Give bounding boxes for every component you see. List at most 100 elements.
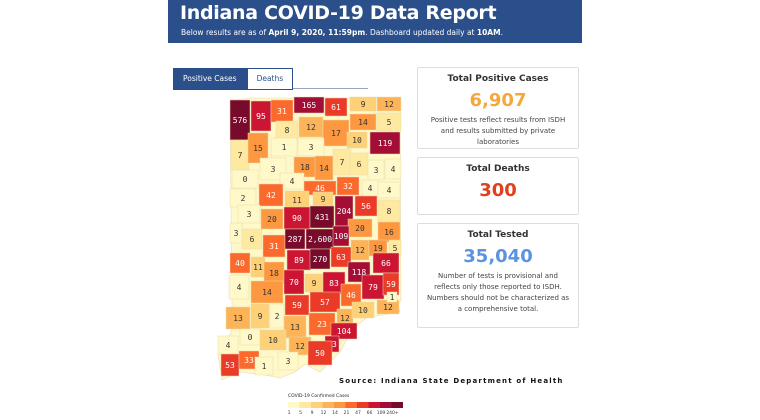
- tab-deaths[interactable]: Deaths: [246, 68, 294, 90]
- county[interactable]: 109: [332, 225, 350, 247]
- county[interactable]: 4: [217, 335, 239, 355]
- county-shape[interactable]: [307, 340, 333, 366]
- county[interactable]: 12: [298, 116, 324, 138]
- county[interactable]: 9: [304, 273, 324, 293]
- county[interactable]: 5: [376, 112, 402, 132]
- county[interactable]: 89: [286, 249, 312, 271]
- county-shape[interactable]: [369, 131, 401, 155]
- county[interactable]: 2: [229, 188, 257, 208]
- county[interactable]: 16: [377, 221, 401, 243]
- county-shape[interactable]: [346, 131, 368, 149]
- county[interactable]: 9: [349, 96, 377, 112]
- county-shape[interactable]: [330, 246, 352, 268]
- county-shape[interactable]: [386, 291, 398, 303]
- county-shape[interactable]: [349, 113, 377, 131]
- county-shape[interactable]: [322, 119, 350, 147]
- county[interactable]: 40: [229, 252, 251, 274]
- county[interactable]: 119: [369, 131, 401, 155]
- county-shape[interactable]: [332, 225, 350, 247]
- county-shape[interactable]: [259, 329, 287, 351]
- county[interactable]: 42: [258, 183, 284, 207]
- county[interactable]: 20: [347, 218, 373, 238]
- county[interactable]: 13: [283, 315, 307, 339]
- county-shape[interactable]: [377, 181, 401, 199]
- county[interactable]: 11: [284, 190, 310, 210]
- county[interactable]: 9: [250, 303, 270, 329]
- county-shape[interactable]: [250, 303, 270, 329]
- county[interactable]: 13: [225, 306, 251, 330]
- county-shape[interactable]: [254, 356, 274, 376]
- county-shape[interactable]: [283, 269, 305, 295]
- county[interactable]: 33: [238, 350, 260, 370]
- county-shape[interactable]: [270, 137, 298, 157]
- county-shape[interactable]: [228, 274, 250, 300]
- county-shape[interactable]: [297, 137, 325, 157]
- county[interactable]: 90: [283, 206, 311, 230]
- county-shape[interactable]: [231, 169, 259, 189]
- county[interactable]: 3: [297, 137, 325, 157]
- county-shape[interactable]: [284, 228, 306, 250]
- county[interactable]: 7: [332, 148, 352, 176]
- county-shape[interactable]: [250, 280, 284, 304]
- county[interactable]: 287: [284, 228, 306, 250]
- county[interactable]: 10: [346, 131, 368, 149]
- county-shape[interactable]: [309, 248, 331, 270]
- county[interactable]: 576: [229, 99, 251, 141]
- county[interactable]: 3: [277, 351, 299, 371]
- county[interactable]: 66: [372, 252, 400, 274]
- county[interactable]: 23: [308, 312, 336, 336]
- county-shape[interactable]: [277, 351, 299, 371]
- county-shape[interactable]: [309, 205, 335, 229]
- county[interactable]: 61: [324, 97, 348, 117]
- county[interactable]: 19: [368, 239, 388, 257]
- county-shape[interactable]: [259, 157, 287, 181]
- county[interactable]: 50: [307, 340, 333, 366]
- county-shape[interactable]: [340, 283, 362, 307]
- county[interactable]: 20: [260, 208, 284, 230]
- county[interactable]: 15: [247, 132, 269, 164]
- county-shape[interactable]: [376, 96, 402, 112]
- county[interactable]: 95: [250, 100, 272, 132]
- county[interactable]: 3: [259, 157, 287, 181]
- county[interactable]: 0: [239, 328, 261, 346]
- county[interactable]: 14: [314, 155, 334, 181]
- county[interactable]: 18: [263, 261, 285, 285]
- county[interactable]: 31: [262, 234, 286, 258]
- county[interactable]: 6: [349, 152, 369, 176]
- county[interactable]: 0: [231, 169, 259, 189]
- county[interactable]: 56: [354, 195, 378, 217]
- county[interactable]: 1: [386, 291, 398, 303]
- county[interactable]: 3: [367, 159, 385, 181]
- county[interactable]: 17: [322, 119, 350, 147]
- county[interactable]: 59: [284, 294, 310, 316]
- county[interactable]: 104: [330, 322, 358, 340]
- county[interactable]: 9: [312, 191, 334, 207]
- county[interactable]: 10: [259, 329, 287, 351]
- county[interactable]: 70: [283, 269, 305, 295]
- county[interactable]: 4: [279, 172, 305, 190]
- county[interactable]: 10: [351, 301, 375, 319]
- county[interactable]: 31: [270, 99, 294, 123]
- county[interactable]: 53: [220, 353, 240, 377]
- county[interactable]: 12: [350, 239, 370, 261]
- county[interactable]: 4: [361, 179, 379, 197]
- county-shape[interactable]: [293, 96, 325, 114]
- county[interactable]: 14: [250, 280, 284, 304]
- county-shape[interactable]: [229, 252, 251, 274]
- county[interactable]: 3: [229, 222, 243, 244]
- county-shape[interactable]: [330, 322, 358, 340]
- county-shape[interactable]: [260, 208, 284, 230]
- county[interactable]: 3: [237, 204, 261, 224]
- county-shape[interactable]: [384, 158, 402, 180]
- county[interactable]: 8: [377, 199, 401, 223]
- county[interactable]: 11: [250, 256, 266, 278]
- county[interactable]: 2,600: [305, 228, 335, 250]
- county[interactable]: 1: [270, 137, 298, 157]
- county-shape[interactable]: [247, 132, 269, 164]
- county-shape[interactable]: [309, 291, 341, 313]
- county[interactable]: 4: [384, 158, 402, 180]
- county[interactable]: 7: [230, 139, 250, 171]
- county-shape[interactable]: [351, 301, 375, 319]
- county[interactable]: 14: [349, 113, 377, 131]
- county[interactable]: 165: [293, 96, 325, 114]
